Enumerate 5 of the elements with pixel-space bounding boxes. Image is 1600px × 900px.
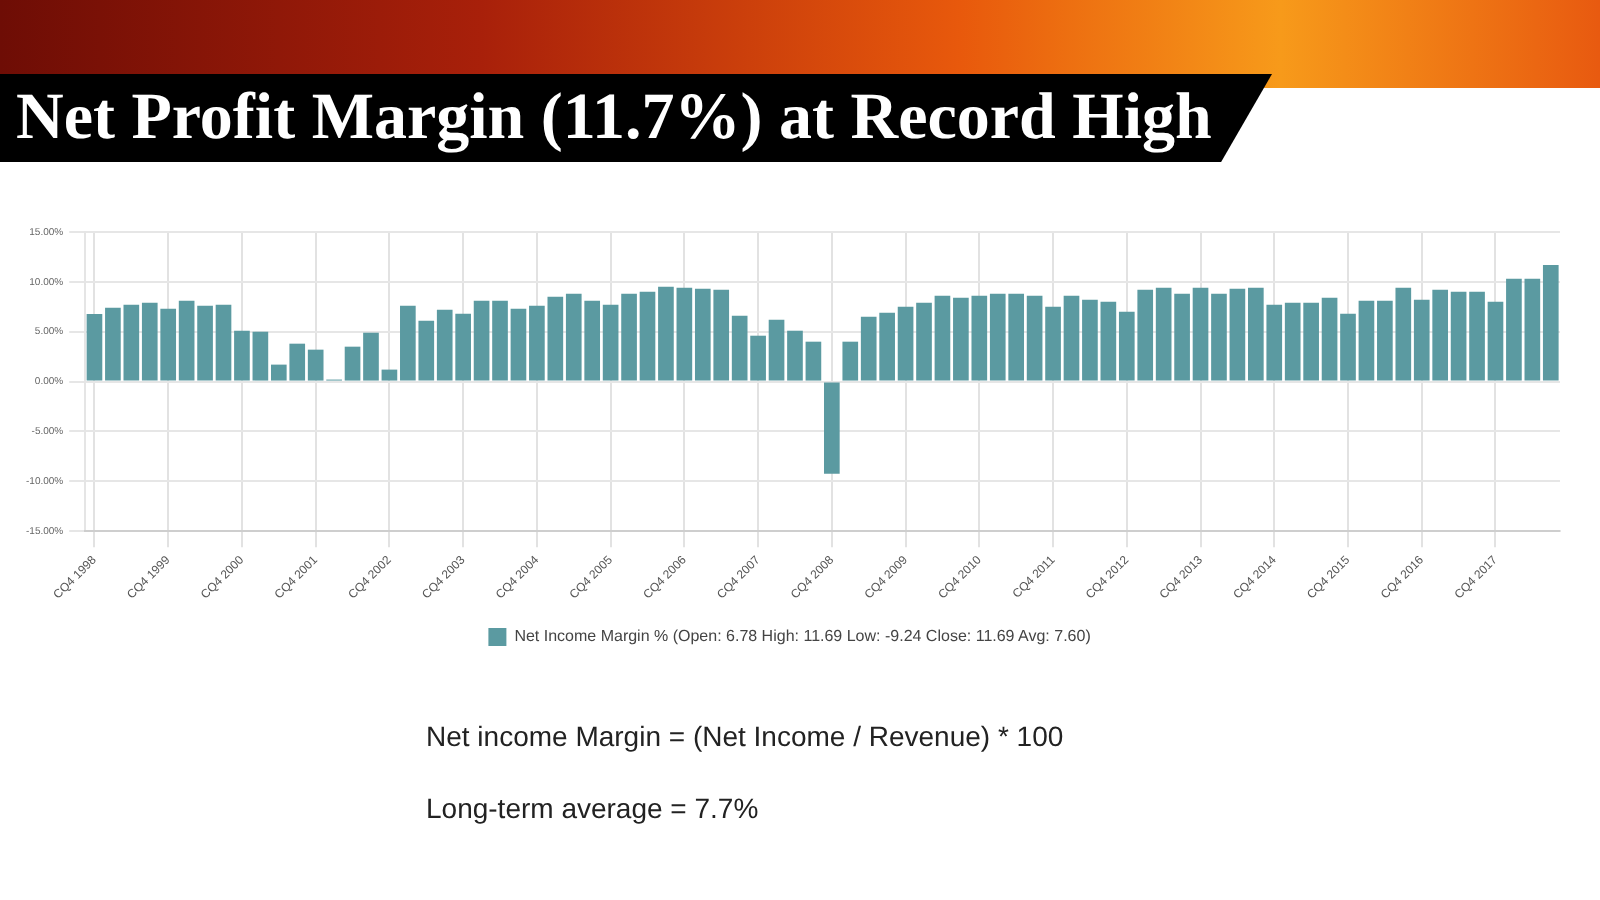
text: Net income Margin = (Net Income / Revenue) * 100 [426, 720, 1064, 752]
legend-label: Net Income Margin % (Open: 6.78 High: 11.69 Low: -9.24 Close: 11.69 Avg: 7.60) [514, 627, 1092, 646]
text: Long-term average = 7.7% [426, 792, 761, 824]
chart-title: Net Profit Margin (11.7%) at Record High [16, 80, 1212, 158]
bar [824, 382, 840, 474]
